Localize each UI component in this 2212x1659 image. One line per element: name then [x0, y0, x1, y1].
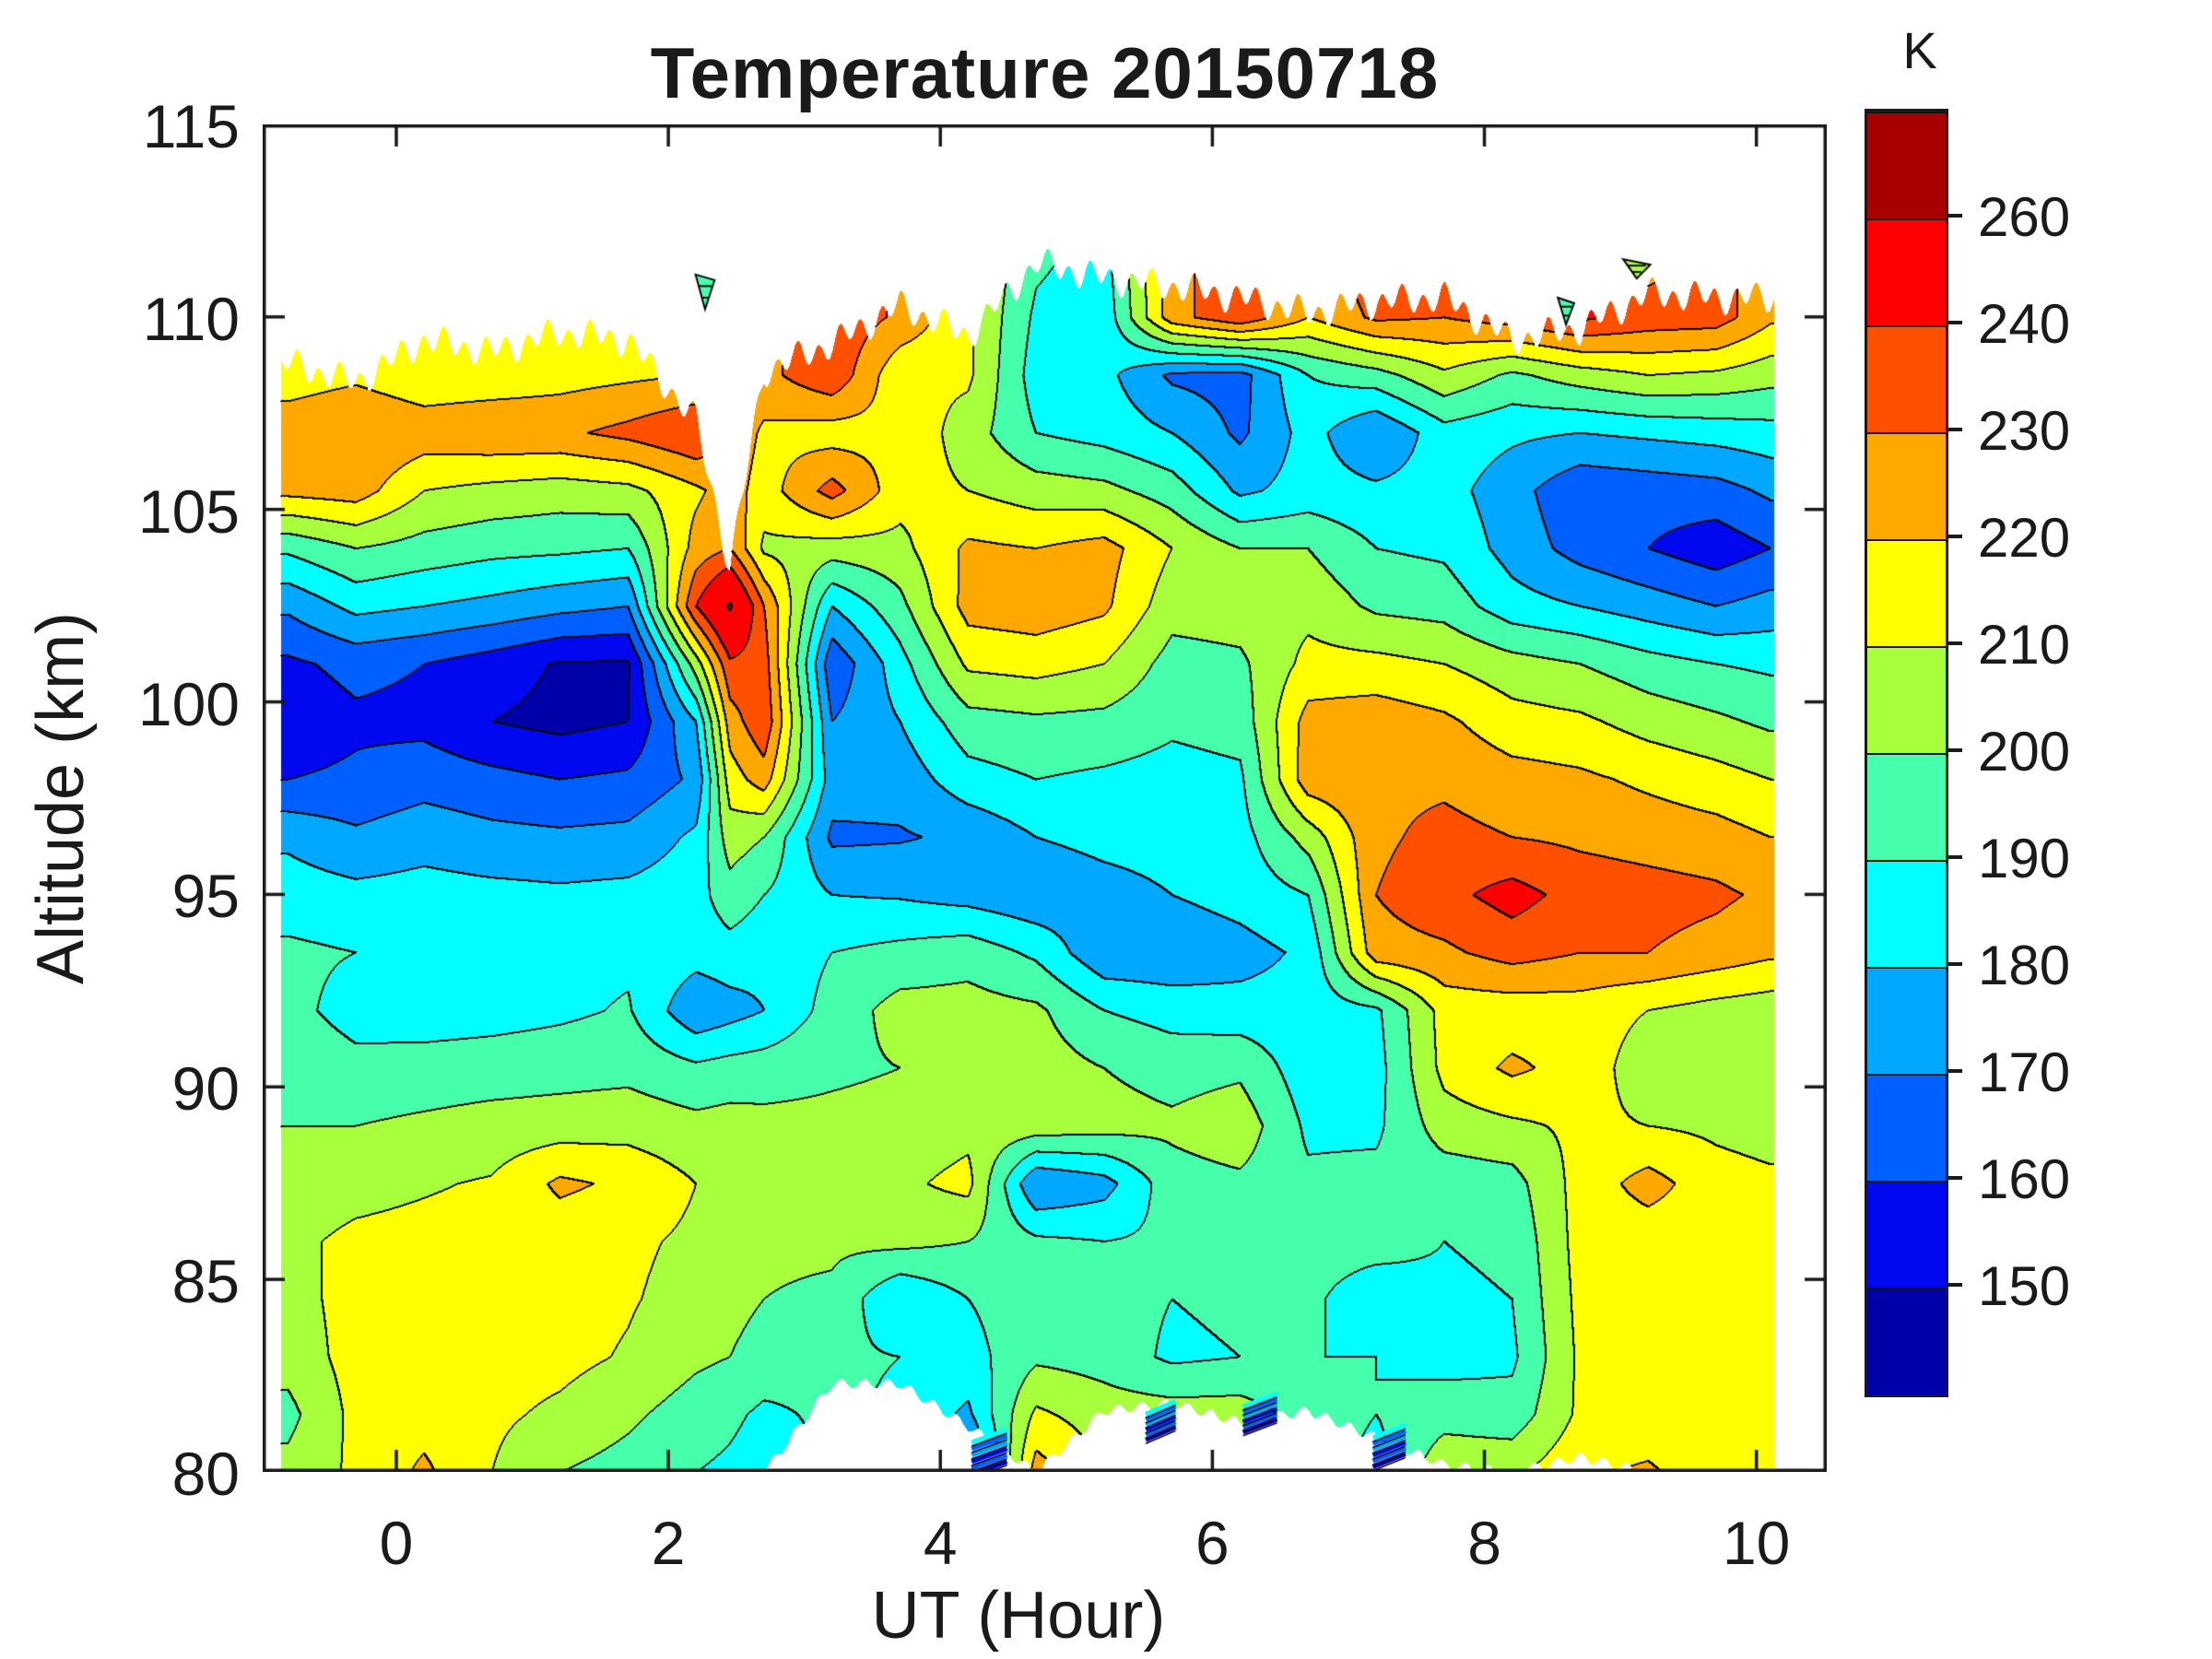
y-tick-label: 95 [171, 862, 240, 931]
colorbar-band [1867, 1181, 1946, 1288]
colorbar-band [1867, 325, 1946, 432]
colorbar-tick-label: 230 [1978, 400, 2071, 462]
colorbar-tick-mark [1946, 962, 1962, 966]
y-tick-label: 115 [142, 92, 240, 160]
colorbar-band [1867, 1074, 1946, 1181]
colorbar-tick-label: 240 [1978, 293, 2071, 355]
y-tick-label: 85 [171, 1247, 240, 1316]
colorbar [1865, 109, 1948, 1397]
x-tick-label: 10 [1722, 1509, 1791, 1577]
colorbar-band [1867, 432, 1946, 539]
x-tick-label: 2 [651, 1509, 686, 1577]
colorbar-band [1867, 753, 1946, 860]
y-tick-label: 80 [171, 1439, 240, 1508]
colorbar-tick-mark [1946, 535, 1962, 538]
colorbar-tick-label: 190 [1978, 828, 2071, 889]
colorbar-band [1867, 860, 1946, 967]
contour-plot-canvas [263, 124, 1827, 1472]
colorbar-tick-label: 160 [1978, 1148, 2071, 1210]
y-tick-label: 110 [142, 284, 240, 353]
x-tick-label: 8 [1467, 1509, 1501, 1577]
colorbar-tick-label: 200 [1978, 721, 2071, 782]
colorbar-band [1867, 967, 1946, 1074]
colorbar-tick-mark [1946, 855, 1962, 859]
x-tick-label: 4 [923, 1509, 958, 1577]
colorbar-tick-mark [1946, 214, 1962, 218]
y-tick-label: 105 [137, 477, 240, 546]
colorbar-tick-label: 150 [1978, 1255, 2071, 1317]
x-tick-label: 6 [1195, 1509, 1230, 1577]
x-axis-label: UT (Hour) [871, 1579, 1166, 1653]
y-tick-label: 90 [171, 1054, 240, 1124]
colorbar-tick-mark [1946, 641, 1962, 645]
x-tick-label: 0 [379, 1509, 414, 1577]
colorbar-tick-mark [1946, 748, 1962, 752]
colorbar-tick-mark [1946, 428, 1962, 431]
colorbar-unit-label: K [1902, 21, 1937, 79]
colorbar-band [1867, 218, 1946, 325]
colorbar-tick-label: 260 [1978, 186, 2071, 248]
y-tick-label: 100 [137, 669, 240, 738]
colorbar-band [1867, 539, 1946, 646]
colorbar-band [1867, 112, 1946, 218]
colorbar-tick-label: 180 [1978, 935, 2071, 996]
colorbar-band [1867, 1288, 1946, 1394]
chart-title: Temperature 20150718 [650, 32, 1440, 113]
colorbar-band [1867, 646, 1946, 753]
colorbar-tick-mark [1946, 1069, 1962, 1073]
colorbar-tick-label: 220 [1978, 507, 2071, 569]
colorbar-tick-label: 210 [1978, 614, 2071, 676]
colorbar-tick-label: 170 [1978, 1041, 2071, 1103]
colorbar-tick-mark [1946, 1283, 1962, 1287]
colorbar-tick-mark [1946, 1176, 1962, 1180]
colorbar-tick-mark [1946, 321, 1962, 324]
